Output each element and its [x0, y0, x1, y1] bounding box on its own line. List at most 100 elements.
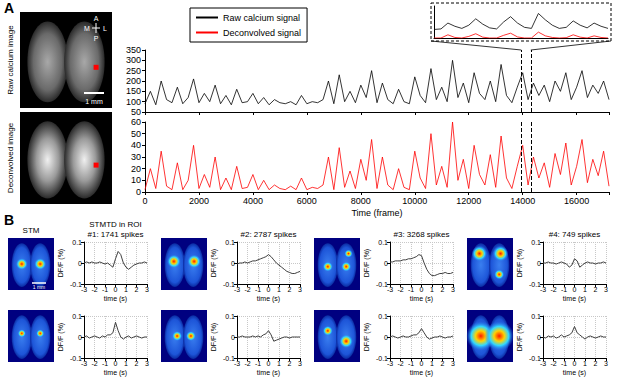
svg-text:0.1: 0.1	[378, 313, 388, 320]
svg-text:1: 1	[583, 360, 587, 367]
svg-text:-3: -3	[234, 360, 240, 367]
svg-text:time (s): time (s)	[104, 369, 127, 377]
svg-text:M: M	[84, 25, 90, 32]
svg-text:16000: 16000	[564, 196, 589, 206]
svg-text:-3: -3	[387, 286, 393, 293]
svg-text:-1: -1	[408, 360, 414, 367]
svg-text:0: 0	[114, 360, 118, 367]
svg-text:-1: -1	[561, 286, 567, 293]
svg-text:0: 0	[537, 260, 541, 267]
svg-text:10000: 10000	[402, 196, 427, 206]
svg-text:1: 1	[430, 360, 434, 367]
svg-text:1: 1	[583, 286, 587, 293]
svg-text:60: 60	[131, 117, 141, 127]
svg-text:0.1: 0.1	[531, 313, 541, 320]
svg-text:1: 1	[124, 286, 128, 293]
svg-text:time (s): time (s)	[563, 295, 586, 303]
svg-text:0: 0	[420, 286, 424, 293]
svg-text:L: L	[103, 25, 107, 32]
svg-text:0.1: 0.1	[378, 239, 388, 246]
svg-text:-2: -2	[244, 286, 250, 293]
svg-text:2: 2	[288, 286, 292, 293]
svg-text:-3: -3	[234, 286, 240, 293]
svg-text:-2: -2	[550, 360, 556, 367]
svg-text:30: 30	[131, 152, 141, 162]
svg-text:#4: 749 spikes: #4: 749 spikes	[549, 230, 601, 239]
svg-text:0: 0	[231, 260, 235, 267]
svg-text:DF/F (%): DF/F (%)	[57, 323, 65, 351]
svg-text:STM: STM	[23, 226, 40, 235]
svg-text:14000: 14000	[510, 196, 535, 206]
svg-text:3: 3	[145, 360, 149, 367]
svg-text:-1: -1	[102, 360, 108, 367]
svg-text:50: 50	[131, 129, 141, 139]
svg-text:0: 0	[78, 334, 82, 341]
svg-text:B: B	[4, 212, 14, 228]
svg-text:time (s): time (s)	[257, 369, 280, 377]
svg-text:0.1: 0.1	[225, 313, 235, 320]
svg-text:-2: -2	[91, 360, 97, 367]
svg-text:1 mm: 1 mm	[85, 98, 103, 105]
svg-text:STMTD in ROI: STMTD in ROI	[89, 220, 141, 229]
svg-text:1 mm: 1 mm	[33, 284, 46, 290]
svg-text:-3: -3	[540, 360, 546, 367]
svg-text:3: 3	[604, 286, 608, 293]
svg-text:time (s): time (s)	[257, 295, 280, 303]
svg-text:0: 0	[384, 260, 388, 267]
svg-text:0: 0	[267, 286, 271, 293]
svg-text:DF/F (%): DF/F (%)	[363, 249, 371, 277]
svg-text:2: 2	[441, 360, 445, 367]
svg-text:2: 2	[441, 286, 445, 293]
svg-text:#1: 1741 spikes: #1: 1741 spikes	[87, 230, 143, 239]
svg-text:A: A	[4, 0, 14, 16]
svg-text:1: 1	[277, 360, 281, 367]
svg-text:3: 3	[145, 286, 149, 293]
svg-text:Time (frame): Time (frame)	[351, 208, 402, 218]
svg-text:-3: -3	[387, 360, 393, 367]
svg-text:DF/F (%): DF/F (%)	[516, 323, 524, 351]
svg-text:DF/F (%): DF/F (%)	[516, 249, 524, 277]
svg-text:20: 20	[131, 164, 141, 174]
svg-text:2: 2	[594, 360, 598, 367]
svg-text:time (s): time (s)	[410, 369, 433, 377]
svg-text:200: 200	[126, 76, 141, 86]
svg-text:10: 10	[131, 175, 141, 185]
svg-text:-2: -2	[397, 286, 403, 293]
svg-text:-1: -1	[255, 360, 261, 367]
svg-text:4000: 4000	[243, 196, 263, 206]
svg-text:-1: -1	[255, 286, 261, 293]
svg-text:0.1: 0.1	[72, 239, 82, 246]
svg-text:0: 0	[231, 334, 235, 341]
svg-text:3: 3	[298, 286, 302, 293]
svg-text:8000: 8000	[351, 196, 371, 206]
svg-text:3: 3	[451, 360, 455, 367]
svg-text:100: 100	[126, 97, 141, 107]
svg-text:300: 300	[126, 55, 141, 65]
svg-text:0: 0	[142, 196, 147, 206]
svg-text:time (s): time (s)	[104, 295, 127, 303]
svg-text:-2: -2	[91, 286, 97, 293]
svg-text:0: 0	[573, 360, 577, 367]
svg-text:-3: -3	[540, 286, 546, 293]
svg-text:0.1: 0.1	[72, 313, 82, 320]
svg-text:Raw calcium image: Raw calcium image	[6, 25, 15, 95]
svg-text:DF/F (%): DF/F (%)	[210, 323, 218, 351]
svg-text:12000: 12000	[456, 196, 481, 206]
svg-text:-2: -2	[397, 360, 403, 367]
svg-text:0: 0	[78, 260, 82, 267]
svg-text:1: 1	[124, 360, 128, 367]
svg-text:-1: -1	[102, 286, 108, 293]
svg-text:250: 250	[126, 66, 141, 76]
svg-text:-3: -3	[81, 286, 87, 293]
svg-text:-3: -3	[81, 360, 87, 367]
svg-text:1: 1	[277, 286, 281, 293]
svg-text:0: 0	[537, 334, 541, 341]
svg-text:time (s): time (s)	[563, 369, 586, 377]
svg-text:2: 2	[135, 286, 139, 293]
svg-text:-1: -1	[561, 360, 567, 367]
svg-text:150: 150	[126, 86, 141, 96]
svg-text:0: 0	[384, 334, 388, 341]
svg-text:time (s): time (s)	[410, 295, 433, 303]
svg-text:0: 0	[573, 286, 577, 293]
svg-text:DF/F (%): DF/F (%)	[57, 249, 65, 277]
